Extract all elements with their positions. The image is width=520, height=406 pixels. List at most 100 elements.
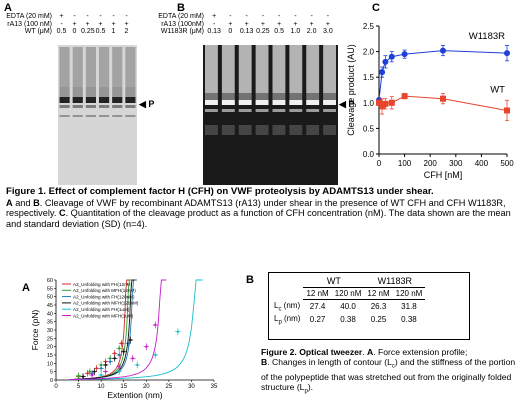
data-point [118,365,121,368]
lane-conc-value: 3.0 [323,28,333,35]
fig1-panel-b-label: B [177,2,185,14]
legend-label: A2_Unfolding with MFH(12nM) [73,288,136,293]
gel-band [85,105,96,108]
lane-conc-value: 0 [72,28,77,35]
c-b: B [261,357,268,368]
fig1-a-gel-image [58,45,137,185]
x-tick-label: 300 [449,159,463,168]
sub-12nm: 12 nM [303,287,332,300]
data-point [86,372,89,375]
gel-band [221,109,235,112]
gel-band [99,105,110,108]
gel-smear [272,125,286,135]
row-label-lp: Lp (nm) [271,313,303,327]
series-line [378,50,508,101]
lane-edta-value: - [277,13,281,20]
y-tick-label: 40 [47,311,53,317]
fig2-b-table: WT W1183R 12 nM 120 nM 12 nM 120 nM Lc (… [271,275,426,327]
gel-band-product [205,100,218,105]
figure1: A EDTA (20 mM) rA13 (100 nM) WT (μM) + - -… [0,2,514,229]
gel-band-product [221,100,235,105]
lane-ra13-value: + [309,20,314,28]
gel-smear [255,45,269,93]
cap-a: A [6,197,13,208]
y-tick-label: 0.5 [363,124,375,133]
y-tick-label: 10 [47,361,53,367]
y-tick-label: 35 [47,320,53,326]
fig1-c-chart: 0.0 0.5 1.0 1.5 2.0 2.5 0 100 200 300 400 500 CFH [n… [346,22,514,180]
data-point [99,367,103,370]
gel-band-product [238,100,252,105]
fig1-caption: Figure 1. Effect of complement factor H … [6,186,514,229]
y-tick-label: 2.0 [363,48,375,57]
data-point [88,370,92,373]
gel-smear [323,45,336,93]
gel-band-product [323,100,336,105]
gel-band-product [85,97,96,103]
fig1-b-marker: P [348,99,355,109]
cell: 0.27 [309,315,326,325]
x-tick-label: 20 [143,384,150,390]
data-point [401,51,408,58]
fig1-panel-c-label: C [372,2,380,14]
gel-band [255,109,269,112]
data-point [176,330,180,333]
data-point [388,99,395,106]
gel-band-product [72,97,83,103]
lane-conc-value: 0.13 [239,28,254,35]
data-point [440,95,446,102]
hdr-w1183r: W1183R [364,275,426,288]
fig1-a-row-labels: EDTA (20 mM) rA13 (100 nM) WT (μM) [0,13,52,36]
gel-smear [112,87,123,99]
lane-ra13-value: + [124,20,129,28]
gel-smear [125,87,136,99]
lane-ra13-value: - [212,20,216,28]
lab-sub: c [278,306,282,313]
data-point [122,350,125,353]
gel-smear [205,45,218,93]
lane-edta-value: - [112,13,115,20]
cell: 40.0 [340,302,356,312]
data-point [154,353,157,357]
data-point [104,363,107,367]
fig2-b-table-box: WT W1183R 12 nM 120 nM 12 nM 120 nM Lc (… [268,272,470,340]
cap-and: and [12,197,34,208]
gel-band-product [112,97,123,103]
data-point [388,53,395,60]
lane-conc-value: 0.13 [207,28,221,35]
lane-edta-value: - [310,13,313,20]
x-tick-label: 25 [166,384,173,390]
lane-edta-value: + [212,13,217,20]
lane-conc-value: 1.0 [290,28,301,35]
fig2-caption: Figure 2. Optical tweezer. A. Force exte… [261,347,516,397]
data-point [93,370,96,373]
fig1-caption-title: Figure 1. Effect of complement factor H … [6,186,434,197]
gel-band-product [99,97,110,103]
lane-ra13-value: - [60,20,63,28]
cell: 27.4 [309,302,326,312]
legend-label: A2_Unfolding with FH(120nM) [73,294,135,299]
fig1-b-gel-bands [205,45,336,135]
gel-smear [238,45,252,93]
data-point [81,375,85,378]
x-tick-label: 0 [54,384,58,390]
x-tick-label: 10 [98,384,105,390]
y-tick-label: 1.5 [363,73,375,82]
lab-main: L [274,314,279,324]
gel-band-product [306,100,320,105]
data-point [379,69,386,76]
data-point [113,357,116,360]
series-label: WT [490,84,505,95]
table-row: Lp (nm) 0.27 0.38 0.25 0.38 [271,313,425,327]
lane-ra13-value: + [228,20,233,28]
lab-sub: p [278,319,282,326]
c-t1: . [362,347,368,357]
y-tick-label: 25 [47,336,53,342]
lane-ra13-value: + [111,20,116,28]
gel-band-product [272,100,286,105]
fig1-a-product-arrow: ◀ P [139,99,155,109]
x-tick-label: 15 [120,384,127,390]
legend-label: A2_Unfolding with FH(1uM) [73,307,130,312]
gel-smear [112,47,123,87]
data-point [379,103,386,110]
